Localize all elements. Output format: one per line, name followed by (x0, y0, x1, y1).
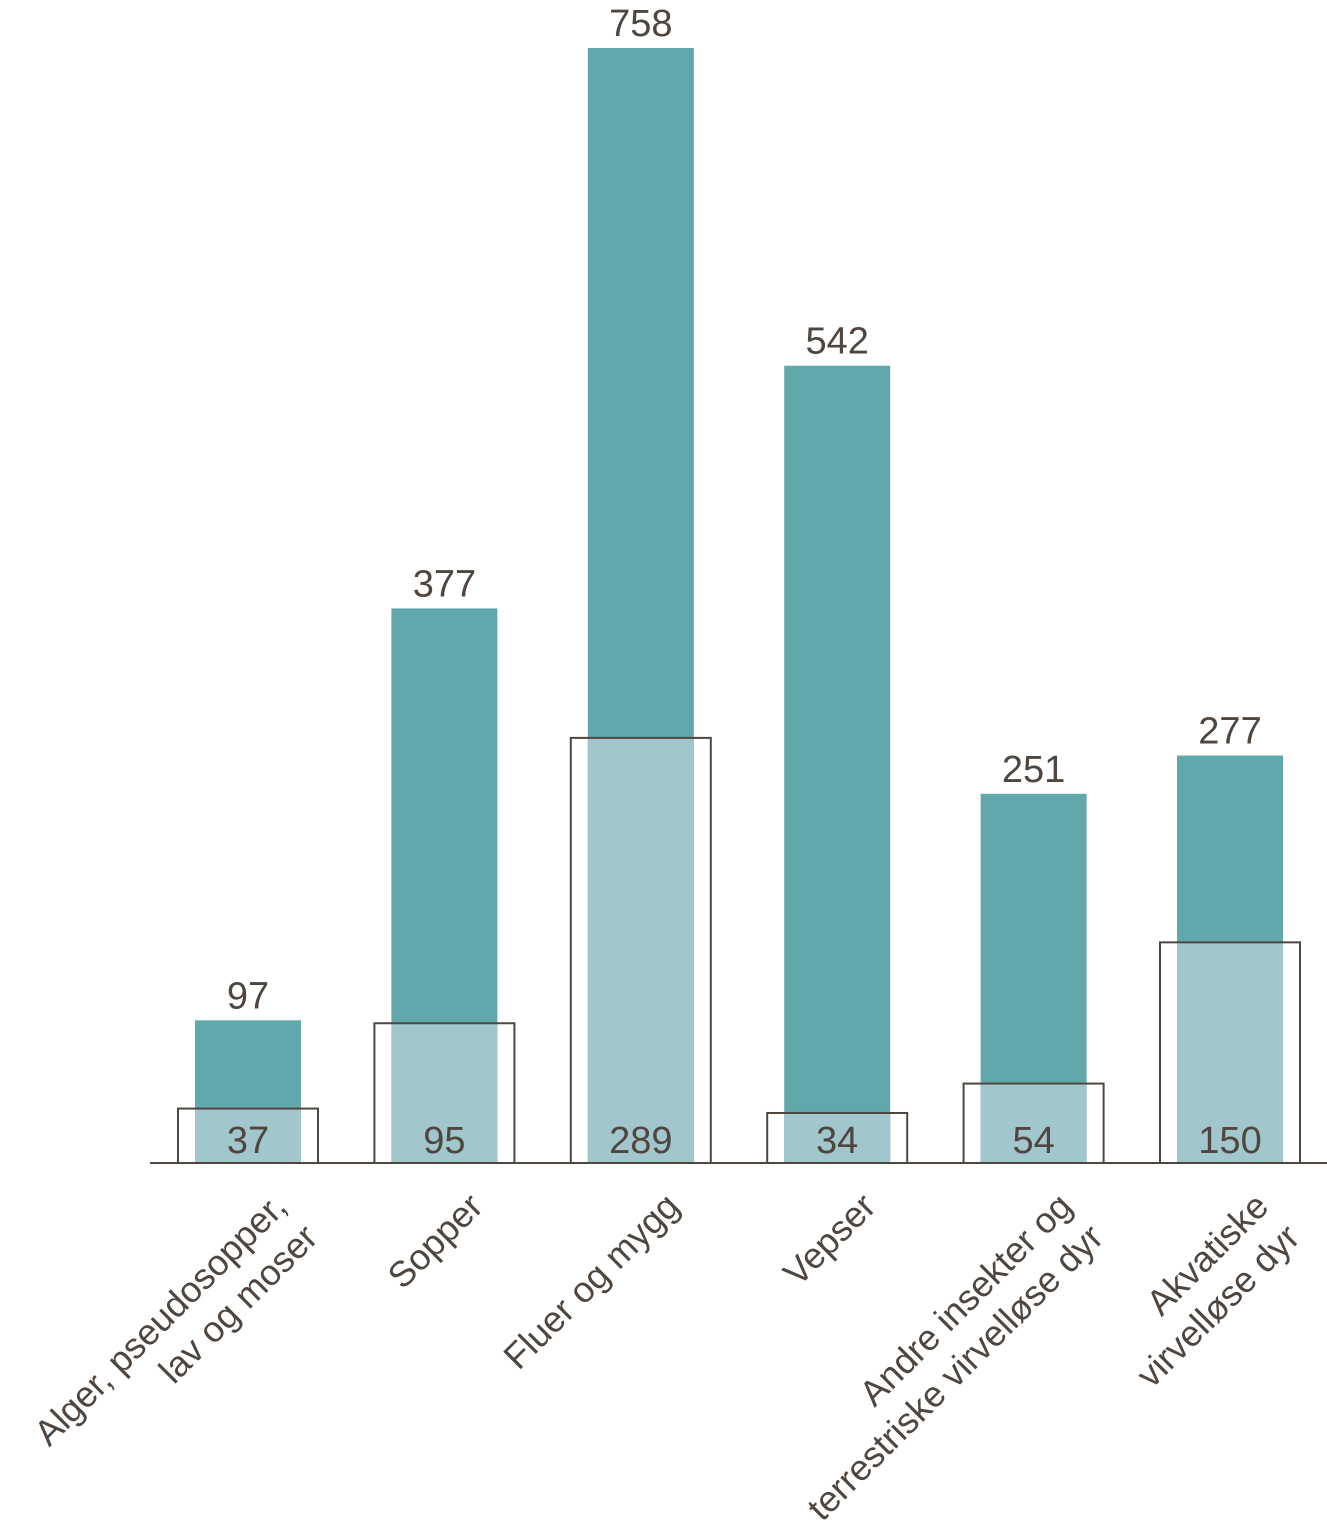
category-label-line: Alger, pseudosopper, (26, 1185, 294, 1453)
value-label-total: 377 (413, 563, 476, 605)
bar-subset-fill (195, 1108, 301, 1163)
bar-subset-fill (1177, 942, 1283, 1163)
category-label-line: Sopper (379, 1185, 490, 1296)
bar-subset-fill (980, 1083, 1087, 1163)
category-label-line: terrestriske virvelløse dyr (799, 1216, 1111, 1528)
bar-total (784, 365, 891, 1164)
value-label-total: 97 (227, 975, 269, 1017)
category-label: Fluer og mygg (495, 1185, 687, 1377)
category-label: Sopper (379, 1185, 490, 1296)
value-label-subset: 289 (609, 1120, 672, 1162)
value-label-total: 542 (805, 321, 868, 363)
value-label-subset: 34 (816, 1120, 858, 1162)
value-label-subset: 54 (1012, 1120, 1054, 1162)
category-label: Alger, pseudosopper,lav og moser (26, 1185, 325, 1453)
value-label-subset: 150 (1198, 1120, 1261, 1162)
value-label-total: 251 (1002, 749, 1065, 791)
value-label-subset: 95 (423, 1120, 465, 1162)
bars-group (177, 48, 1301, 1165)
bar-subset-fill (391, 1023, 498, 1163)
category-label: Vepser (775, 1185, 883, 1293)
category-label-line: Vepser (775, 1185, 883, 1293)
value-label-total: 758 (609, 3, 672, 45)
category-label-line: Fluer og mygg (495, 1185, 687, 1377)
bar-subset-fill (587, 737, 694, 1163)
bar-subset-fill (784, 1112, 891, 1163)
value-label-subset: 37 (227, 1120, 269, 1162)
value-label-total: 277 (1198, 711, 1261, 753)
